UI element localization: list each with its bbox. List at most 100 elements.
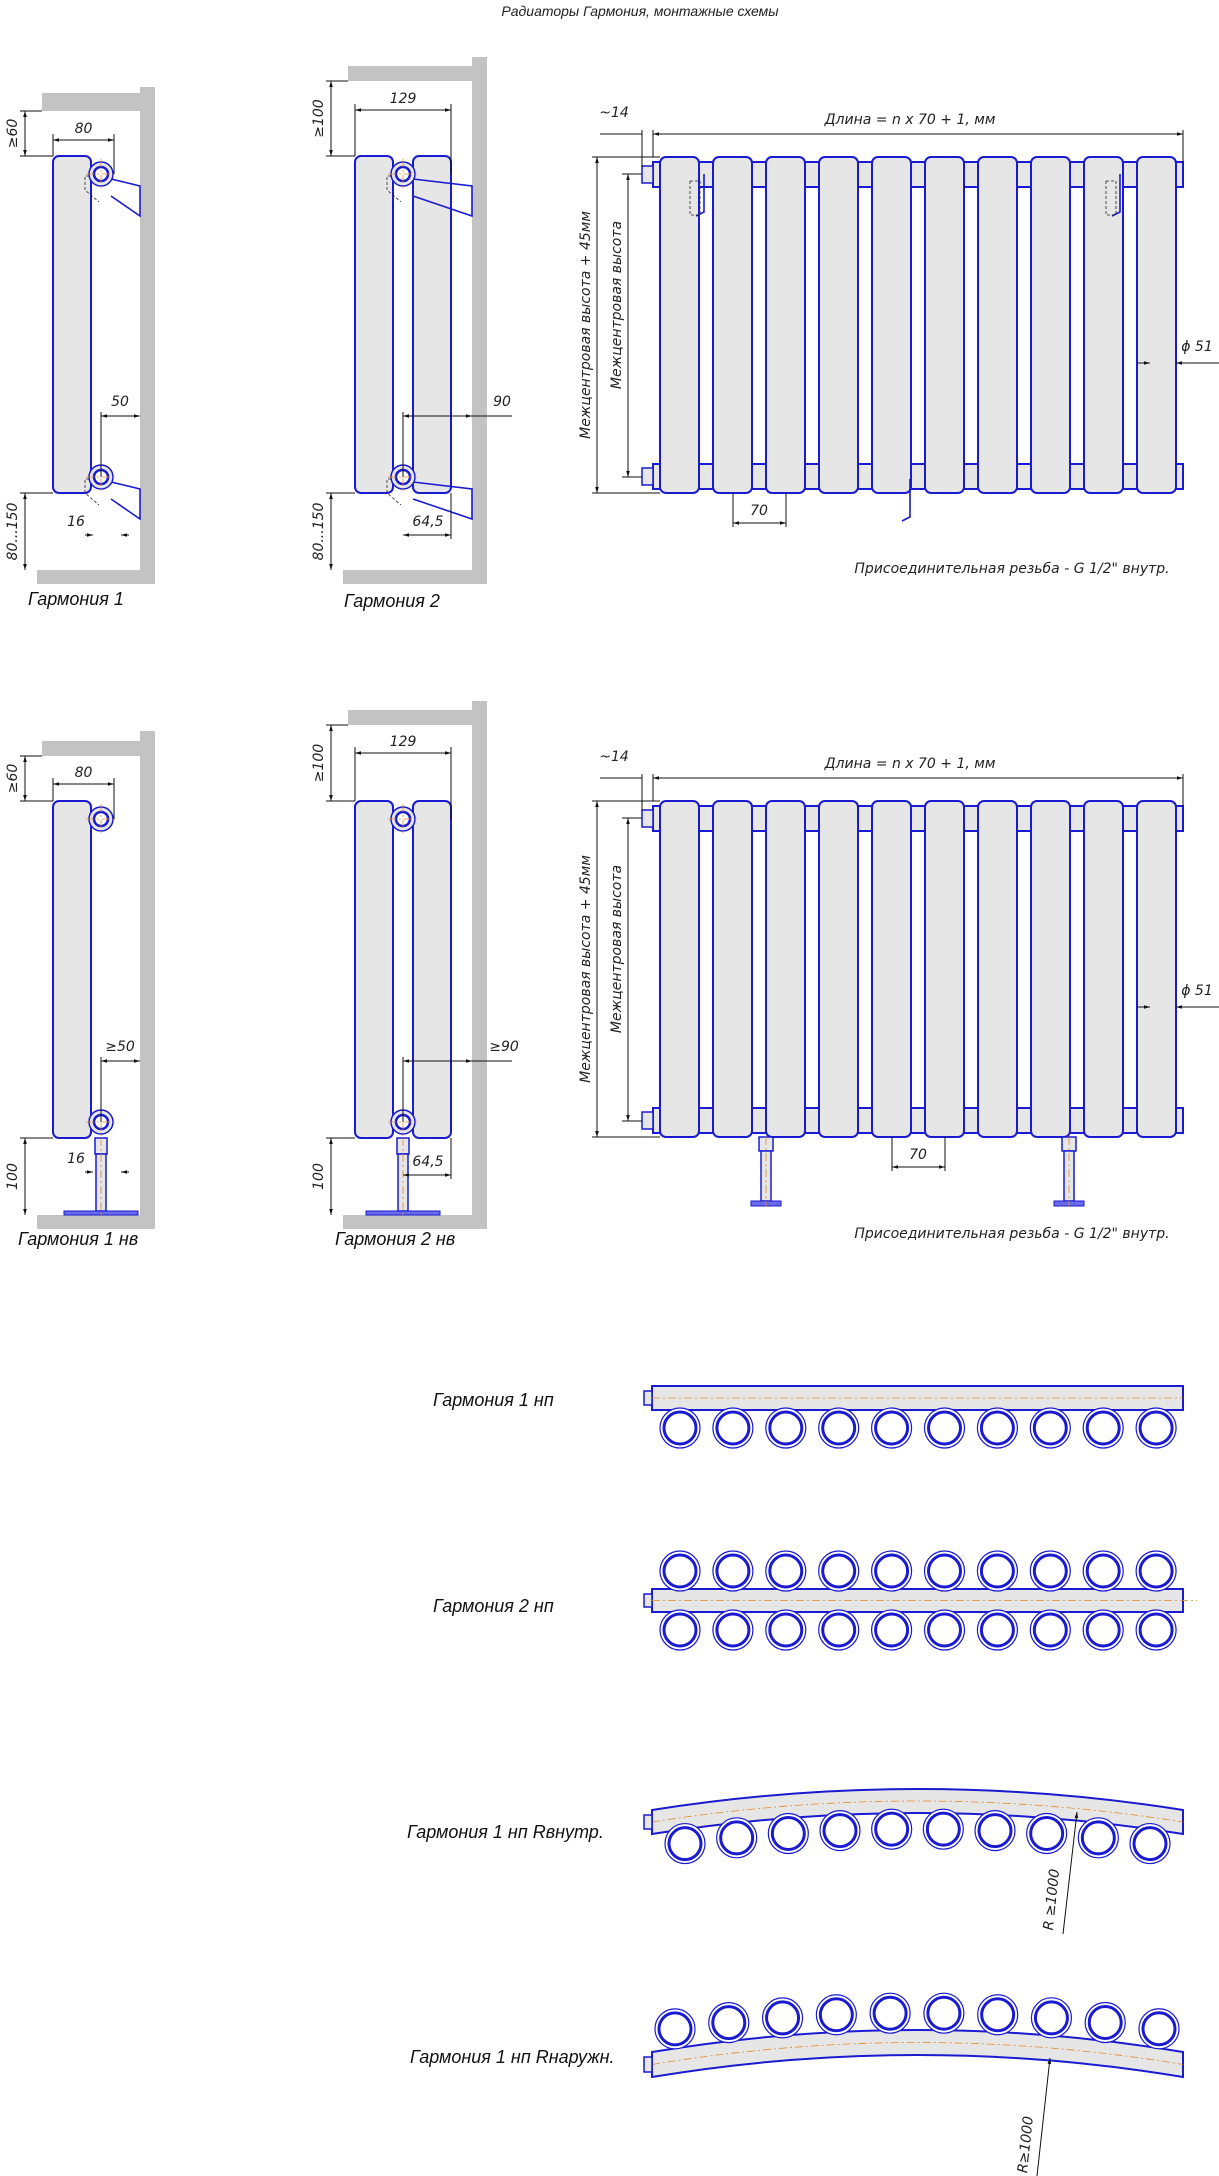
front-view-wall: Длина = n х 70 + 1, мм ~14 Межцентровая вы… <box>578 105 1219 577</box>
wall <box>472 701 487 1229</box>
dim-bottom-gap-text: 80...150 <box>5 502 21 560</box>
section-tube-bore <box>979 1410 1015 1446</box>
radiator-section <box>712 800 753 1138</box>
radiator-section <box>1030 156 1071 494</box>
ceiling-niche <box>348 66 472 81</box>
section-tube-bore <box>1032 1612 1068 1648</box>
radiator-section <box>871 800 912 1138</box>
label-outer-radius: Гармония 1 нп Rнаружн. <box>410 2047 615 2067</box>
dim-bottom-gap-text: 100 <box>311 1163 327 1190</box>
dim-center-height-text: Межцентровая высота <box>609 221 625 389</box>
section-tube-bore <box>822 1813 858 1849</box>
dim-wall-gap-text: ≥50 <box>105 1039 135 1055</box>
page-title: Радиаторы Гармония, монтажные схемы <box>501 3 779 19</box>
section-tube-bore <box>1085 1612 1121 1648</box>
dim-radius-text: R ≥1000 <box>1041 1868 1063 1931</box>
section-tube-bore <box>874 1612 910 1648</box>
thread-note: Присоединительная резьба - G 1/2" внутр. <box>854 561 1169 577</box>
side-view-g2nv: ≥100 129 ≥90 64,5 100 <box>311 701 519 1229</box>
dim-top-gap-text: ≥100 <box>311 744 327 783</box>
section-tube-bore <box>1080 1820 1116 1856</box>
plan-view-outer-radius: R≥1000 <box>643 1992 1184 2176</box>
dim-overall-height-text: Межцентровая высота + 45мм <box>578 211 594 439</box>
section-tube-bore <box>874 1410 910 1446</box>
valve-plug <box>643 2056 653 2073</box>
section-tube-bore <box>925 1811 961 1847</box>
dim-valve-offset-text: ~14 <box>599 749 629 765</box>
section-tube-bore <box>927 1553 962 1589</box>
dim-length-text: Длина = n х 70 + 1, мм <box>824 112 996 128</box>
valve-plug <box>641 165 654 184</box>
valve-plug <box>643 1814 653 1830</box>
radiator-section <box>412 155 452 494</box>
section-tube-bore <box>662 1553 698 1589</box>
radiator-section <box>765 800 806 1138</box>
dim-pitch-text: 70 <box>750 503 768 519</box>
valve-plug <box>641 809 654 828</box>
ceiling-niche <box>348 710 472 725</box>
dim-diameter-text: ϕ 51 <box>1181 983 1213 999</box>
radiator-section <box>924 156 965 494</box>
section-tube-bore <box>977 1813 1013 1849</box>
wall-bracket <box>412 481 473 521</box>
section-tube-bore <box>1032 1410 1068 1446</box>
dim-radius <box>1036 2057 1052 2176</box>
section-tube-bore <box>1033 2000 1069 2036</box>
section-tube-bore <box>980 1997 1016 2033</box>
radiator-section <box>1136 156 1177 494</box>
side-view-g1: ≥60 80 50 16 80...150 <box>5 87 155 584</box>
dim-diameter-text: ϕ 51 <box>1181 339 1213 355</box>
valve-plug <box>643 1593 653 1608</box>
section-tube-bore <box>926 1995 962 2031</box>
dim-top-gap-text: ≥60 <box>5 119 21 149</box>
dim-radius-text: R≥1000 <box>1015 2115 1037 2174</box>
ceiling-niche <box>42 93 140 111</box>
floor <box>37 570 140 584</box>
radiator-section <box>765 156 806 494</box>
bracket-hook <box>386 175 402 203</box>
section-tube-bore <box>821 1612 857 1648</box>
section-tube-bore <box>979 1612 1015 1648</box>
dim-length-text: Длина = n х 70 + 1, мм <box>824 756 996 772</box>
section-tube-bore <box>874 1811 910 1847</box>
dim-overall-height-text: Межцентровая высота + 45мм <box>578 855 594 1083</box>
section-tube-bore <box>768 1612 804 1648</box>
section-tube-bore <box>715 1612 751 1648</box>
section-tube-bore <box>765 2000 801 2036</box>
dim-depth-text: 80 <box>75 121 93 137</box>
wall <box>140 731 155 1229</box>
section-tube-bore <box>662 1612 698 1648</box>
section-tube-bore <box>1029 1815 1065 1851</box>
section-tube-bore <box>1085 1553 1121 1589</box>
dim-wall-gap-text: ≥90 <box>489 1039 519 1055</box>
label-g1np: Гармония 1 нп <box>433 1390 554 1410</box>
dim-pitch-text: 70 <box>909 1147 927 1163</box>
wall <box>140 87 155 584</box>
radiator-section <box>354 155 394 494</box>
radiator-section <box>977 156 1018 494</box>
floor <box>343 570 472 584</box>
section-tube-bore <box>1085 1410 1121 1446</box>
section-tube-bore <box>872 1995 908 2031</box>
dim-center-height-text: Межцентровая высота <box>609 865 625 1033</box>
label-g2: Гармония 2 <box>344 591 440 611</box>
section-tube-bore <box>821 1410 857 1446</box>
section-tube-bore <box>657 2011 693 2047</box>
section-tube-bore <box>874 1553 910 1589</box>
section-tube-bore <box>1132 1826 1168 1862</box>
section-tube-bore <box>818 1997 854 2033</box>
wall-bracket <box>412 178 473 218</box>
section-tube-bore <box>667 1826 703 1862</box>
dim-depth-text: 80 <box>75 765 93 781</box>
section-tube-bore <box>770 1815 806 1851</box>
valve-plug <box>641 1111 654 1130</box>
radiator-section <box>354 800 394 1139</box>
radiator-section <box>924 800 965 1138</box>
floor <box>37 1215 140 1229</box>
radiator-section <box>659 156 700 494</box>
radiator-section <box>659 800 700 1138</box>
dim-top-gap-text: ≥100 <box>311 99 327 138</box>
label-g1nv: Гармония 1 нв <box>18 1229 138 1249</box>
section-tube-bore <box>1141 2011 1177 2047</box>
